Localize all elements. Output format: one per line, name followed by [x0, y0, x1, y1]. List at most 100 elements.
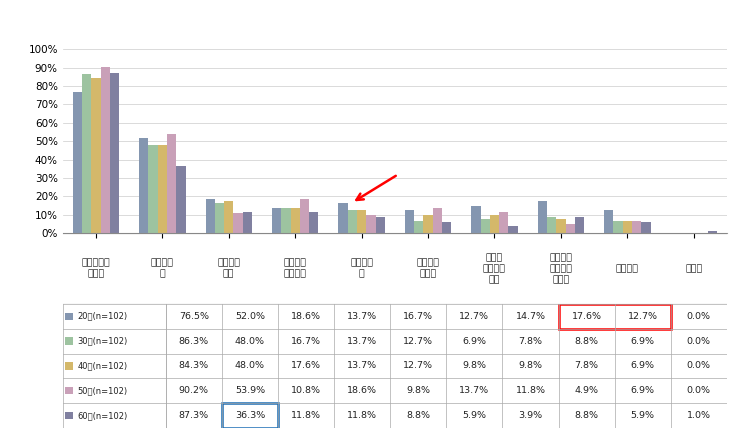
- Text: 48.0%: 48.0%: [235, 336, 265, 346]
- Bar: [404, 210, 414, 233]
- Text: 60代(n=102): 60代(n=102): [77, 411, 128, 420]
- Text: 52.0%: 52.0%: [235, 312, 265, 321]
- Text: 7.8%: 7.8%: [519, 336, 542, 346]
- Bar: [556, 219, 565, 233]
- Text: 代金引換: 代金引換: [615, 264, 639, 273]
- Text: 90.2%: 90.2%: [179, 386, 209, 395]
- Bar: [471, 206, 480, 233]
- Bar: [158, 145, 167, 233]
- Text: 9.8%: 9.8%: [406, 386, 430, 395]
- Text: 8.8%: 8.8%: [575, 336, 599, 346]
- Text: 5.9%: 5.9%: [463, 411, 486, 420]
- Text: 48.0%: 48.0%: [235, 361, 265, 371]
- Bar: [100, 67, 110, 233]
- Text: 9.8%: 9.8%: [463, 361, 486, 371]
- Bar: [176, 166, 186, 233]
- Bar: [65, 337, 73, 345]
- Text: 0.0%: 0.0%: [687, 312, 711, 321]
- Text: 0.0%: 0.0%: [687, 386, 711, 395]
- Text: プリペイ
ドカード: プリペイ ドカード: [283, 259, 307, 279]
- Bar: [281, 208, 291, 233]
- Text: 12.7%: 12.7%: [403, 336, 433, 346]
- Bar: [499, 211, 508, 233]
- Text: 13.7%: 13.7%: [347, 361, 377, 371]
- Text: 11.8%: 11.8%: [347, 411, 377, 420]
- Text: 銀行振
込・郵便
振替: 銀行振 込・郵便 振替: [483, 253, 506, 284]
- Bar: [291, 208, 300, 233]
- Text: 12.7%: 12.7%: [459, 312, 489, 321]
- Bar: [708, 232, 717, 233]
- Text: 1.0%: 1.0%: [687, 411, 711, 420]
- Text: 8.8%: 8.8%: [406, 411, 430, 420]
- Text: 6.9%: 6.9%: [631, 386, 655, 395]
- Bar: [300, 199, 309, 233]
- Text: 6.9%: 6.9%: [463, 336, 486, 346]
- Text: 12.7%: 12.7%: [628, 312, 658, 321]
- Bar: [205, 199, 215, 233]
- Bar: [309, 211, 319, 233]
- Text: 3.9%: 3.9%: [518, 411, 542, 420]
- Text: 11.8%: 11.8%: [515, 386, 545, 395]
- Text: 4.9%: 4.9%: [575, 386, 599, 395]
- Text: 0.0%: 0.0%: [687, 361, 711, 371]
- Text: その他: その他: [685, 264, 703, 273]
- Bar: [565, 224, 575, 233]
- Bar: [366, 215, 376, 233]
- Text: コード決
済: コード決 済: [151, 259, 174, 279]
- Bar: [508, 226, 518, 233]
- Bar: [641, 223, 651, 233]
- Text: 13.7%: 13.7%: [347, 336, 377, 346]
- Text: 8.8%: 8.8%: [575, 411, 599, 420]
- Text: 16.7%: 16.7%: [403, 312, 433, 321]
- Bar: [338, 202, 348, 233]
- Text: 30代(n=102): 30代(n=102): [77, 336, 128, 346]
- Bar: [65, 312, 73, 320]
- Text: 17.6%: 17.6%: [291, 361, 321, 371]
- Bar: [82, 74, 92, 233]
- Bar: [65, 362, 73, 370]
- Text: 36.3%: 36.3%: [235, 411, 265, 420]
- Bar: [139, 137, 148, 233]
- Text: 13.7%: 13.7%: [459, 386, 489, 395]
- Bar: [442, 223, 451, 233]
- Text: 87.3%: 87.3%: [179, 411, 209, 420]
- Bar: [604, 210, 613, 233]
- Text: コンビニ
決済（前
払い）: コンビニ 決済（前 払い）: [549, 253, 573, 284]
- Bar: [224, 201, 233, 233]
- Bar: [623, 220, 632, 233]
- Text: 18.6%: 18.6%: [347, 386, 377, 395]
- Text: 12.7%: 12.7%: [403, 361, 433, 371]
- Text: 20代(n=102): 20代(n=102): [77, 312, 127, 321]
- Bar: [632, 220, 641, 233]
- Bar: [272, 208, 281, 233]
- Bar: [424, 215, 432, 233]
- Text: 9.8%: 9.8%: [519, 361, 542, 371]
- Bar: [215, 202, 224, 233]
- Bar: [110, 73, 120, 233]
- Bar: [613, 220, 623, 233]
- Text: 84.3%: 84.3%: [179, 361, 209, 371]
- Text: 0.0%: 0.0%: [687, 336, 711, 346]
- Text: 17.6%: 17.6%: [572, 312, 601, 321]
- Bar: [376, 217, 385, 233]
- Bar: [148, 145, 158, 233]
- Text: クレジット
カード: クレジット カード: [82, 259, 110, 279]
- Bar: [547, 217, 556, 233]
- Bar: [414, 220, 424, 233]
- Text: 7.8%: 7.8%: [575, 361, 599, 371]
- Text: 後払い決
済: 後払い決 済: [350, 259, 373, 279]
- Text: 14.7%: 14.7%: [515, 312, 545, 321]
- Text: 16.7%: 16.7%: [291, 336, 321, 346]
- Bar: [243, 211, 252, 233]
- Bar: [537, 201, 547, 233]
- Text: 11.8%: 11.8%: [291, 411, 321, 420]
- Text: キャリア
決済: キャリア 決済: [217, 259, 241, 279]
- Bar: [432, 208, 442, 233]
- Text: 76.5%: 76.5%: [179, 312, 209, 321]
- Text: 18.6%: 18.6%: [291, 312, 321, 321]
- Bar: [480, 219, 490, 233]
- Text: 50代(n=102): 50代(n=102): [77, 386, 127, 395]
- Text: 53.9%: 53.9%: [235, 386, 265, 395]
- Text: 13.7%: 13.7%: [347, 312, 377, 321]
- Text: 10.8%: 10.8%: [291, 386, 321, 395]
